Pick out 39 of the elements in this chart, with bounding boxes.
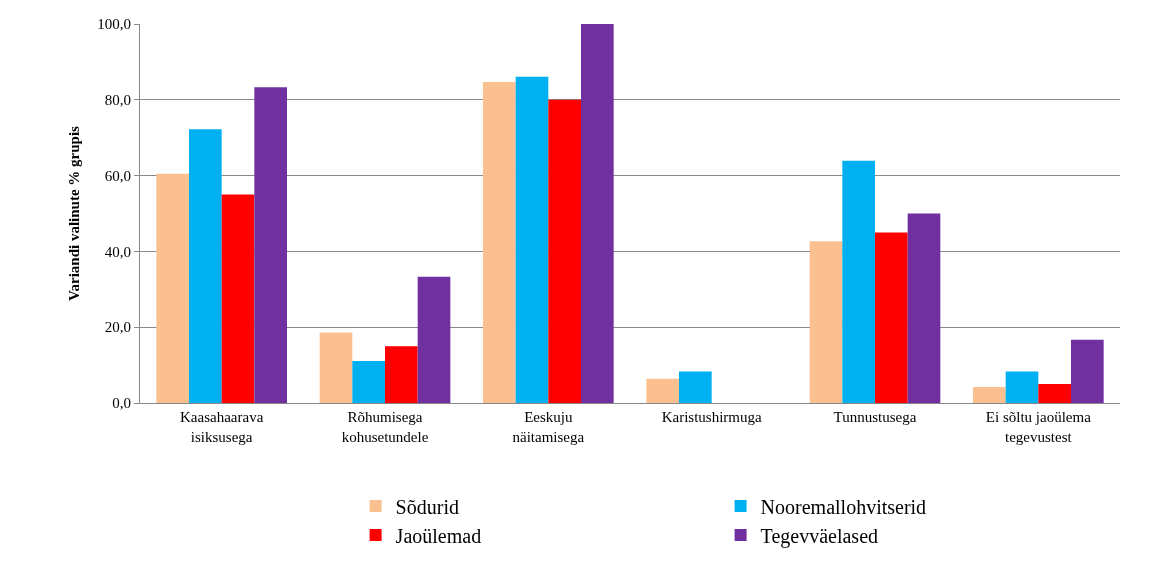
bar	[319, 332, 353, 403]
y-tick-label: 40,0	[104, 243, 131, 260]
legend-label: Nooremallohvitserid	[760, 495, 927, 518]
bar	[254, 87, 287, 403]
bar	[417, 276, 451, 403]
bar	[679, 371, 712, 403]
x-tick-label: Tunnustusega	[833, 409, 917, 425]
bar	[385, 346, 418, 403]
x-tick-label: Karistushirmuga	[661, 409, 762, 425]
bar	[1071, 339, 1104, 403]
bar	[809, 241, 843, 403]
y-tick-label: 100,0	[97, 16, 131, 33]
bar	[221, 194, 255, 403]
legend-label: Tegevväelased	[760, 524, 879, 548]
bar	[646, 378, 679, 403]
y-tick-label: 0,0	[112, 395, 131, 412]
bar	[548, 99, 581, 403]
bar	[581, 24, 614, 403]
bar	[156, 173, 189, 403]
y-tick-label: 60,0	[104, 167, 131, 184]
bar	[515, 76, 549, 403]
bar	[352, 360, 385, 403]
bar	[189, 129, 222, 403]
bar	[875, 232, 908, 403]
x-tick-label: Kaasahaarava isiksusega	[180, 409, 264, 445]
y-tick-label: 80,0	[104, 92, 131, 109]
legend-label: Jaoülemad	[395, 524, 482, 547]
y-tick-label: 20,0	[104, 319, 131, 336]
bar	[907, 213, 941, 403]
x-tick-label: Eeskuju näitamisega	[512, 409, 585, 445]
bar	[842, 160, 875, 403]
bar	[1005, 371, 1039, 403]
x-tick-label: Ei sõltu jaoülema tegevustest	[985, 409, 1092, 445]
bar	[1038, 384, 1071, 403]
y-axis-title: Variandi valinute % grupis	[65, 125, 82, 301]
x-tick-label: Rõhumisega kohusetundele	[341, 409, 429, 445]
legend-label: Sõdurid	[395, 495, 459, 518]
bar	[973, 387, 1006, 403]
bar	[483, 81, 516, 403]
